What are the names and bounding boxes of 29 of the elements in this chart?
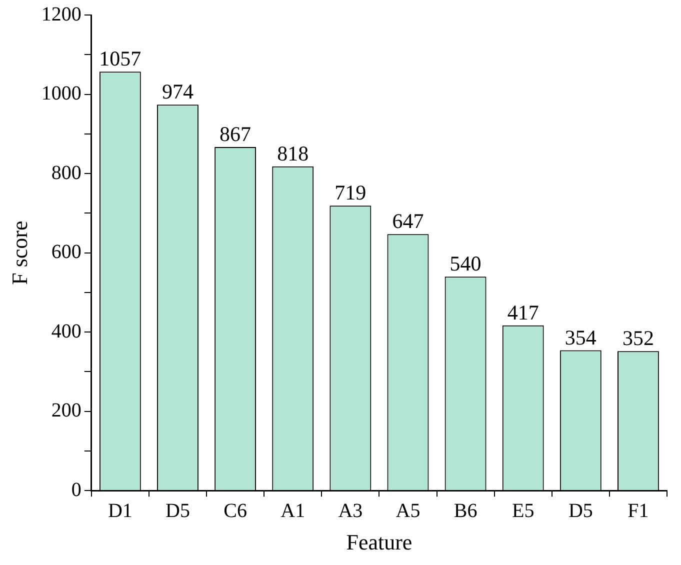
x-tick-label: F1: [628, 500, 649, 522]
y-axis-title: F score: [6, 220, 32, 285]
data-label: 647: [392, 209, 424, 234]
data-label: 974: [162, 80, 194, 104]
y-tick-label: 400: [51, 320, 82, 342]
data-label: 540: [450, 252, 482, 276]
x-tick-label: A5: [396, 500, 420, 522]
x-tick-label: E5: [512, 500, 534, 522]
x-tick-label: B6: [454, 500, 478, 522]
x-tick-label: D5: [568, 500, 593, 522]
y-tick-label: 200: [51, 400, 82, 422]
data-label: 417: [507, 300, 539, 324]
data-label: 354: [564, 325, 597, 350]
y-tick-label: 1200: [41, 3, 82, 26]
x-axis-title: Feature: [346, 530, 412, 555]
x-tick-label: C6: [224, 500, 247, 522]
y-tick-label: 800: [51, 162, 82, 184]
y-tick-label: 0: [71, 478, 82, 501]
data-label: 867: [220, 122, 252, 146]
data-label: 719: [334, 180, 366, 205]
data-label: 818: [277, 141, 309, 166]
data-label: 1057: [99, 46, 142, 71]
x-tick-label: D1: [108, 500, 132, 522]
x-tick-label: A1: [280, 500, 306, 522]
x-tick-label: D5: [166, 500, 190, 522]
x-tick-label: A3: [338, 500, 363, 522]
data-label: 352: [622, 326, 654, 350]
y-tick-label: 1000: [41, 82, 82, 105]
y-tick-label: 600: [51, 241, 82, 264]
